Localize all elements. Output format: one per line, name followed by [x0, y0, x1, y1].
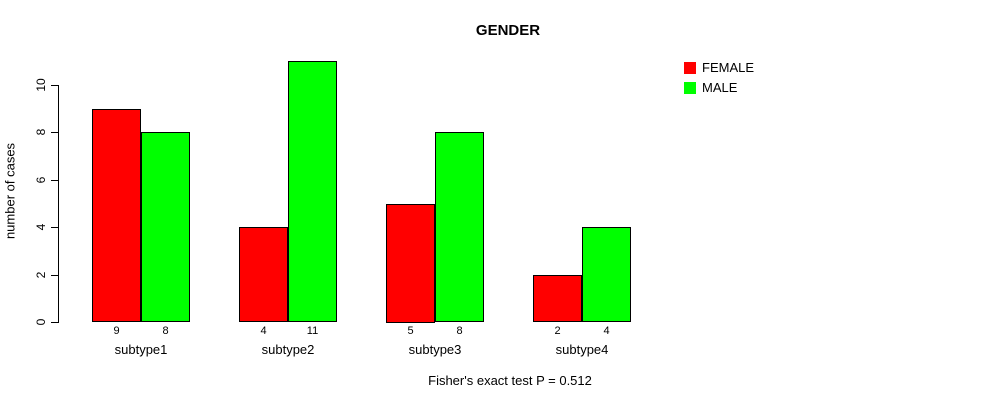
- legend-row-male: MALE: [684, 81, 754, 95]
- bar-female-subtype3: [386, 204, 435, 323]
- y-tick: [51, 275, 58, 276]
- bar-male-subtype3: [435, 132, 484, 322]
- bar-female-subtype2: [239, 227, 288, 322]
- legend: FEMALE MALE: [684, 61, 754, 95]
- y-tick: [51, 180, 58, 181]
- x-category-label: subtype1: [114, 342, 168, 357]
- y-tick-label: 2: [34, 271, 48, 279]
- y-tick: [51, 85, 58, 86]
- y-tick-label: 4: [34, 223, 48, 231]
- bar-male-subtype1: [141, 132, 190, 322]
- chart-title: GENDER: [475, 22, 541, 39]
- x-category-label: subtype2: [261, 342, 315, 357]
- bar-value-label: 11: [306, 325, 319, 337]
- bar-value-label: 4: [260, 325, 267, 337]
- x-category-label: subtype4: [555, 342, 609, 357]
- y-tick: [51, 132, 58, 133]
- legend-swatch-female: [684, 62, 696, 74]
- y-tick: [51, 322, 58, 323]
- y-axis-label: number of cases: [2, 142, 18, 240]
- legend-row-female: FEMALE: [684, 61, 754, 75]
- y-tick-label: 0: [34, 318, 48, 326]
- bar-male-subtype4: [582, 227, 631, 322]
- legend-swatch-male: [684, 82, 696, 94]
- y-tick-label: 10: [34, 78, 48, 92]
- caption: Fisher's exact test P = 0.512: [428, 373, 592, 388]
- bar-value-label: 8: [162, 325, 169, 337]
- legend-label: MALE: [702, 80, 738, 95]
- bar-value-label: 8: [456, 325, 463, 337]
- bar-value-label: 4: [603, 325, 610, 337]
- bar-value-label: 5: [407, 325, 414, 337]
- y-axis: [58, 85, 59, 323]
- bar-value-label: 9: [113, 325, 120, 337]
- y-tick-label: 8: [34, 128, 48, 136]
- bar-value-label: 2: [554, 325, 561, 337]
- legend-label: FEMALE: [702, 60, 755, 75]
- bar-male-subtype2: [288, 61, 337, 322]
- y-tick-label: 6: [34, 176, 48, 184]
- bar-female-subtype1: [92, 109, 141, 322]
- bar-female-subtype4: [533, 275, 582, 322]
- x-category-label: subtype3: [408, 342, 462, 357]
- y-tick: [51, 227, 58, 228]
